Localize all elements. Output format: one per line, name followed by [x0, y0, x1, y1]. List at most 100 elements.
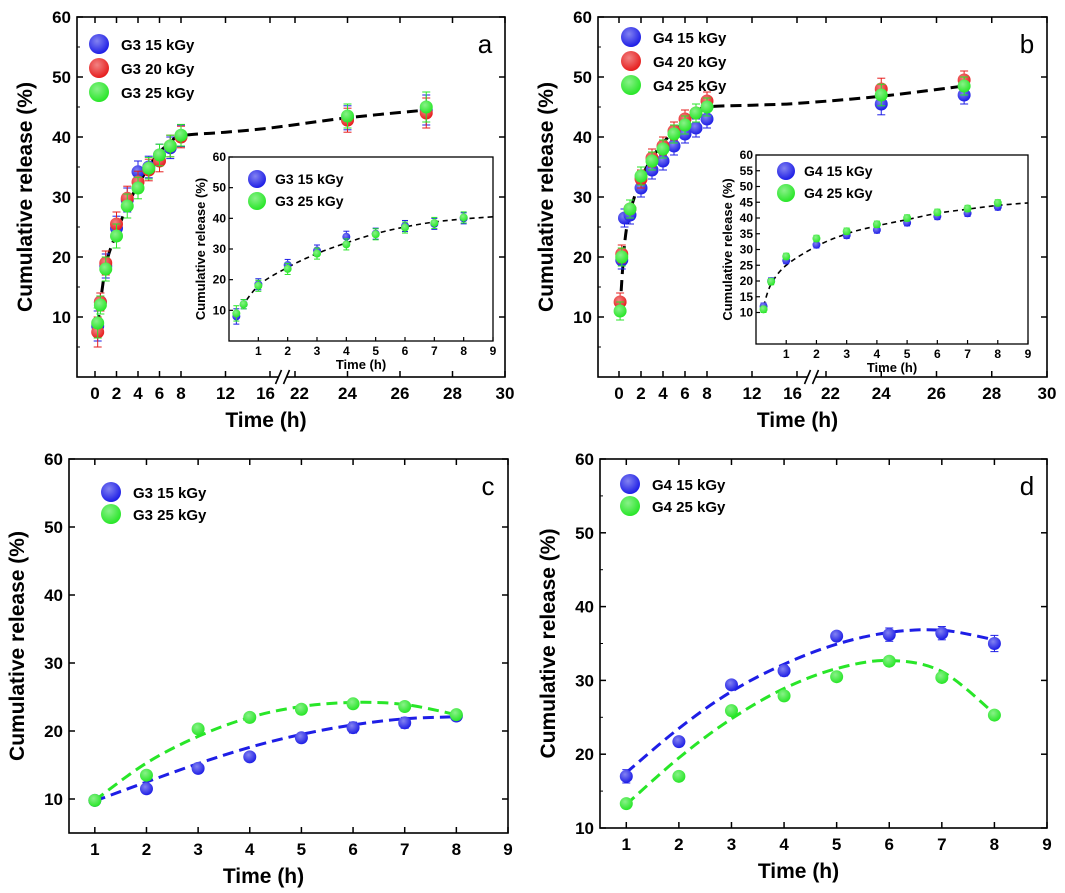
x-axis-label: Time (h) — [225, 409, 306, 432]
inset-data-point — [313, 249, 321, 258]
axis-break-mark — [282, 369, 291, 385]
inset-data-point — [812, 240, 821, 249]
inset-data-point — [782, 252, 791, 261]
x-tick-label: 8 — [176, 384, 185, 403]
inset-x-tick-label: 2 — [284, 344, 291, 358]
inset-legend-marker — [777, 162, 795, 180]
y-axis-label: Cumulative release (%) — [6, 531, 29, 761]
legend: G4 15 kGy G4 25 kGy — [620, 474, 726, 516]
legend-label: G4 15 kGy — [653, 30, 727, 47]
x-tick-label: 16 — [256, 384, 275, 403]
inset-legend-marker — [777, 184, 795, 202]
axis-break-gap — [278, 369, 287, 385]
inset-y-tick-label: 60 — [740, 148, 754, 162]
legend-label: G3 15 kGy — [121, 37, 195, 54]
legend-marker — [621, 75, 641, 95]
inset-legend-label: G3 15 kGy — [275, 171, 344, 187]
inset-data-point — [812, 234, 821, 243]
x-tick-label: 6 — [155, 384, 164, 403]
data-point — [341, 109, 354, 123]
panel-label: c — [482, 471, 495, 501]
data-point — [957, 79, 971, 93]
x-tick-label: 22 — [290, 384, 309, 403]
data-point — [935, 670, 949, 684]
data-point — [724, 704, 738, 718]
inset-x-axis-label: Time (h) — [336, 357, 386, 372]
legend-label: G4 20 kGy — [653, 54, 727, 71]
y-tick-label: 60 — [575, 450, 594, 469]
data-point — [120, 199, 134, 213]
data-point — [678, 118, 692, 132]
inset-x-axis-label: Time (h) — [867, 360, 917, 375]
x-tick-label: 26 — [391, 384, 410, 403]
legend-marker — [621, 51, 641, 71]
legend-label: G4 25 kGy — [652, 499, 726, 516]
data-point — [110, 229, 123, 243]
inset-frame — [228, 156, 494, 342]
inset-data-point — [430, 218, 439, 227]
inset-data-point — [759, 305, 768, 314]
x-tick-label: 24 — [872, 384, 891, 403]
x-tick-label: 24 — [338, 384, 357, 403]
x-tick-label: 4 — [245, 840, 255, 859]
x-tick-label: 9 — [503, 840, 512, 859]
inset-x-tick-label: 1 — [255, 344, 262, 358]
panel-d: 10 20 30 40 50 60 1 2 3 4 5 6 7 8 9 Time (h) Cumulative … — [537, 450, 1052, 883]
inset-plot: 10 20 30 40 50 60 1 2 3 4 5 6 7 8 9 Time (h) Cumulative … — [193, 150, 497, 372]
fit-curve — [625, 658, 996, 806]
inset-y-axis-label: Cumulative release (%) — [193, 178, 208, 320]
inset-y-axis-label: Cumulative release (%) — [720, 178, 735, 320]
x-tick-label: 3 — [727, 835, 736, 854]
legend-label: G3 20 kGy — [121, 61, 195, 78]
inset-y-tick-label: 10 — [213, 303, 227, 317]
y-tick-label: 60 — [44, 450, 63, 469]
legend: G3 15 kGy G3 20 kGy G3 25 kGy — [89, 34, 195, 102]
y-tick-label: 20 — [573, 248, 592, 267]
x-tick-label: 30 — [1038, 384, 1057, 403]
x-tick-label: 8 — [452, 840, 461, 859]
x-tick-label: 7 — [400, 840, 409, 859]
inset-y-tick-label: 40 — [213, 211, 227, 225]
inset-legend-label: G4 25 kGy — [804, 185, 873, 201]
data-point — [623, 202, 637, 216]
inset-legend-marker — [248, 170, 266, 188]
y-tick-label: 30 — [44, 654, 63, 673]
inset-y-tick-label: 20 — [213, 273, 227, 287]
x-axis-label: Time (h) — [758, 860, 839, 883]
fit-curve — [94, 715, 457, 803]
data-point — [163, 139, 177, 153]
inset-data-point — [401, 223, 409, 232]
y-axis-label: Cumulative release (%) — [537, 529, 560, 759]
data-point — [91, 316, 105, 330]
legend-marker — [89, 82, 109, 102]
y-axis-label: Cumulative release (%) — [14, 82, 37, 312]
y-tick-label: 10 — [52, 308, 71, 327]
inset-data-point — [459, 213, 468, 222]
legend-label: G4 25 kGy — [653, 78, 727, 95]
inset-y-tick-label: 45 — [740, 195, 754, 209]
data-point — [619, 797, 633, 811]
data-point — [830, 629, 844, 643]
y-tick-label: 10 — [44, 790, 63, 809]
inset-data-point — [371, 230, 380, 239]
x-tick-label: 2 — [112, 384, 121, 403]
x-tick-label: 12 — [216, 384, 235, 403]
data-point — [191, 722, 205, 736]
x-tick-label: 2 — [636, 384, 645, 403]
inset-data-point — [963, 204, 972, 213]
data-point — [139, 782, 153, 796]
inset-x-tick-label: 2 — [813, 347, 820, 361]
x-tick-label: 4 — [658, 384, 668, 403]
inset-x-tick-label: 4 — [343, 344, 350, 358]
data-point — [142, 161, 156, 175]
axis-break-gap — [807, 369, 816, 385]
data-point — [615, 250, 629, 264]
y-tick-label: 40 — [44, 586, 63, 605]
x-tick-label: 0 — [90, 384, 99, 403]
y-tick-label: 10 — [575, 819, 594, 838]
inset-data-point — [232, 309, 241, 318]
x-tick-label: 26 — [927, 384, 946, 403]
data-point — [88, 793, 102, 807]
